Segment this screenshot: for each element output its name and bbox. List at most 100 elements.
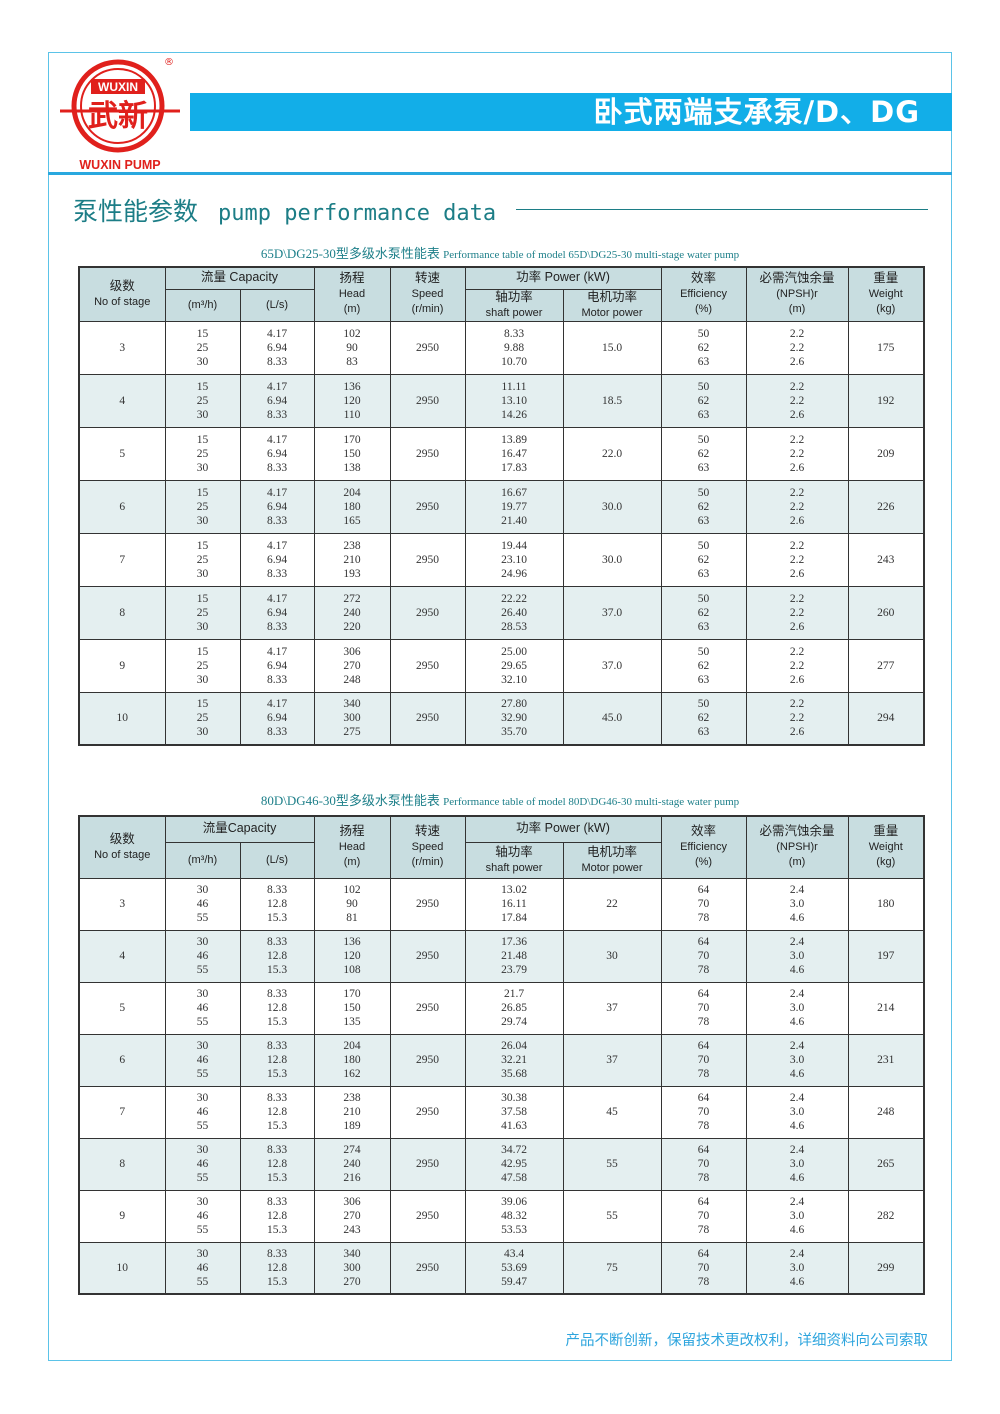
speed-value: 2950 (416, 1054, 440, 1066)
weight-value: 209 (877, 447, 895, 460)
eff-value: 63 (697, 673, 710, 686)
head-value: 300 (343, 1261, 361, 1274)
head-value: 274 (343, 1144, 361, 1156)
table-row: 3 15 25 30 4.17 6.94 8.33 102 90 83 2950 8.33 9.88 10… (78, 320, 925, 375)
ls-value: 15.3 (266, 964, 288, 976)
q-value: 30 (196, 461, 209, 474)
cell-ls: 4.17 6.94 8.33 (239, 426, 315, 481)
cell-eff: 64 70 78 (660, 929, 747, 983)
cell-speed: 2950 (389, 981, 466, 1035)
npsh-value: 2.6 (789, 620, 805, 633)
cell-q: 15 25 30 (164, 373, 241, 428)
eff-value: 78 (697, 1172, 710, 1184)
cell-speed: 2950 (389, 1137, 466, 1191)
head-value: 120 (343, 394, 361, 407)
speed-value: 2950 (416, 341, 440, 354)
cell-head: 136 120 108 (313, 929, 391, 983)
caption-zh: 80D\DG46-30型多级水泵性能表 (260, 793, 440, 808)
header-text: 级数 (109, 278, 135, 293)
ls-value: 12.8 (266, 1210, 288, 1222)
eff-value: 62 (697, 341, 710, 354)
table-row: 3 30 46 55 8.33 12.8 15.3 102 90 81 2950 13.02 16.11… (78, 877, 925, 931)
npsh-value: 2.4 (789, 1247, 805, 1260)
eff-value: 70 (697, 1002, 710, 1014)
q-value: 55 (196, 1120, 209, 1132)
cell-q: 30 46 55 (164, 929, 241, 983)
header-text: Weight (868, 841, 903, 854)
cell-motor: 30.0 (562, 532, 662, 587)
npsh-value: 2.2 (789, 380, 805, 393)
title-banner: 卧式两端支承泵/D、DG (190, 93, 952, 131)
npsh-value: 3.0 (789, 1158, 805, 1170)
head-value: 162 (343, 1068, 361, 1080)
eff-value: 63 (697, 726, 710, 739)
head-value: 135 (343, 1016, 361, 1028)
header-text: (m) (788, 303, 806, 316)
head-value: 165 (343, 514, 361, 527)
cell-speed: 2950 (389, 929, 466, 983)
ls-value: 15.3 (266, 1224, 288, 1236)
eff-value: 62 (697, 606, 710, 619)
cell-speed: 2950 (389, 373, 466, 428)
npsh-value: 2.4 (789, 1092, 805, 1104)
weight-value: 243 (877, 553, 895, 566)
shaft-value: 9.88 (503, 341, 525, 354)
ls-value: 15.3 (266, 1120, 288, 1132)
table-row: 10 30 46 55 8.33 12.8 15.3 340 300 270 2950 43.4 53.… (78, 1241, 925, 1295)
ls-value: 8.33 (266, 673, 288, 686)
cell-motor: 30 (562, 929, 662, 983)
cell-weight: 180 (847, 877, 925, 931)
q-value: 46 (196, 1002, 209, 1014)
npsh-value: 4.6 (789, 1068, 805, 1080)
cell-weight: 299 (847, 1241, 925, 1295)
q-value: 55 (196, 1275, 209, 1288)
cell-head: 340 300 275 (313, 691, 391, 746)
header-text: 扬程 (339, 824, 365, 839)
cell-q: 30 46 55 (164, 981, 241, 1035)
npsh-value: 2.4 (789, 1196, 805, 1208)
header-text: 重量 (873, 824, 899, 839)
npsh-value: 2.2 (789, 712, 805, 725)
shaft-value: 32.10 (501, 673, 527, 686)
head-value: 180 (343, 1054, 361, 1066)
shaft-value: 35.68 (501, 1068, 527, 1080)
cell-weight: 209 (847, 426, 925, 481)
shaft-value: 47.58 (501, 1172, 527, 1184)
cell-npsh: 2.2 2.2 2.6 (745, 479, 849, 534)
shaft-value: 28.53 (501, 620, 527, 633)
head-value: 180 (343, 500, 361, 513)
npsh-value: 2.4 (789, 1144, 805, 1156)
cell-ls: 4.17 6.94 8.33 (239, 532, 315, 587)
head-value: 193 (343, 567, 361, 580)
header-text: (r/min) (411, 856, 444, 869)
cell-ls: 4.17 6.94 8.33 (239, 585, 315, 640)
cell-head: 204 180 165 (313, 479, 391, 534)
header-efficiency: 效率 Efficiency (%) (660, 815, 747, 879)
ls-value: 8.33 (266, 726, 288, 739)
weight-value: 197 (877, 950, 895, 962)
header-text: shaft power (485, 306, 543, 319)
npsh-value: 2.2 (789, 539, 805, 552)
q-value: 55 (196, 912, 209, 924)
cell-head: 306 270 248 (313, 638, 391, 693)
cell-q: 15 25 30 (164, 320, 241, 375)
header-ls: (L/s) (239, 841, 315, 879)
cell-head: 102 90 83 (313, 320, 391, 375)
eff-value: 62 (697, 712, 710, 725)
cell-head: 306 270 243 (313, 1189, 391, 1243)
head-value: 108 (343, 964, 361, 976)
cell-ls: 8.33 12.8 15.3 (239, 981, 315, 1035)
shaft-value: 21.48 (501, 950, 527, 962)
q-value: 30 (196, 514, 209, 527)
shaft-value: 14.26 (501, 408, 527, 421)
q-value: 25 (196, 606, 209, 619)
motor-value: 37.0 (601, 659, 623, 672)
cell-head: 340 300 270 (313, 1241, 391, 1295)
head-value: 340 (343, 698, 361, 711)
q-value: 30 (196, 408, 209, 421)
shaft-value: 16.47 (501, 447, 527, 460)
cell-motor: 37 (562, 1033, 662, 1087)
cell-weight: 265 (847, 1137, 925, 1191)
stage-value: 10 (116, 712, 129, 725)
eff-value: 64 (697, 988, 710, 1000)
